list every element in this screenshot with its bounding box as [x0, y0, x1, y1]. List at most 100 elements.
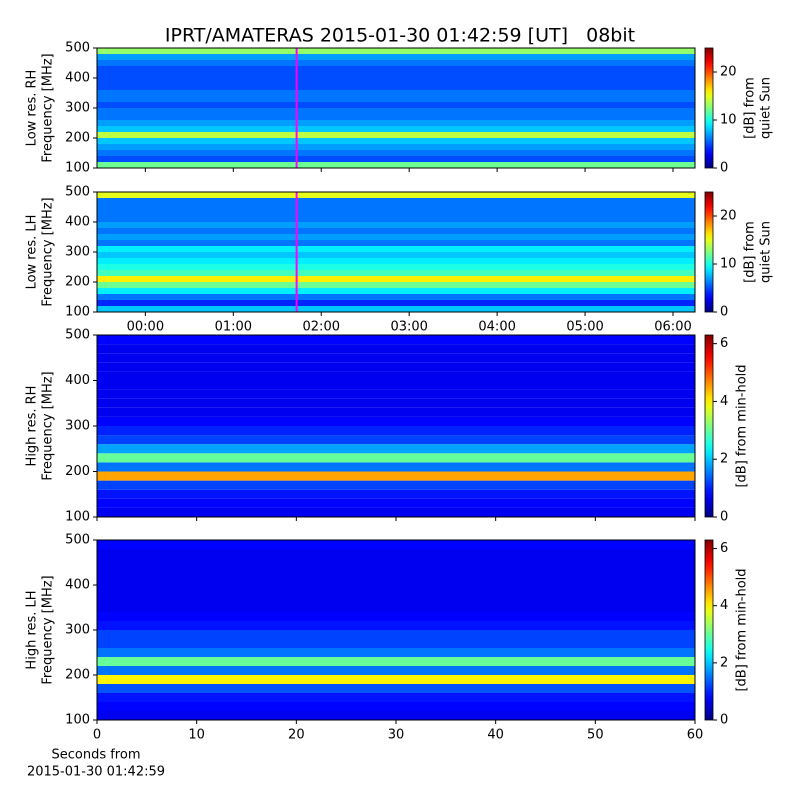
heatmap-cell [97, 96, 695, 102]
x-tick-label: 50 [587, 728, 604, 743]
heatmap-cell [97, 416, 695, 426]
colorbar-tick-label: 6 [720, 541, 728, 556]
colorbar-label: [dB] from min-hold [735, 568, 750, 691]
heatmap-cell [97, 102, 695, 108]
heatmap-cell [97, 294, 695, 300]
heatmap-cell [97, 435, 695, 445]
colorbar-tick-label: 6 [720, 336, 728, 351]
heatmap-cell [97, 630, 695, 639]
heatmap-cell [97, 684, 695, 693]
x-tick-label: 06:00 [654, 320, 691, 335]
y-tick-label: 400 [65, 215, 90, 230]
colorbar [704, 539, 714, 721]
colorbar [704, 334, 714, 518]
heatmap-cell [97, 252, 695, 258]
heatmap-cell [97, 114, 695, 120]
heatmap-cell [97, 216, 695, 222]
colorbar [704, 47, 714, 169]
y-tick-label: 100 [65, 713, 90, 728]
colorbar-tick-label: 0 [720, 161, 728, 176]
heatmap-cell [97, 594, 695, 603]
heatmap-cell [97, 132, 695, 138]
heatmap-cell [97, 480, 695, 490]
heatmap-cell [97, 144, 695, 150]
y-tick-label: 100 [65, 510, 90, 525]
y-axis-label: Frequency [MHz] [41, 197, 56, 306]
heatmap-cell [97, 240, 695, 246]
x-tick-label: 0 [93, 728, 101, 743]
y-axis-label: Low res. LH [25, 215, 40, 290]
heatmap-cell [97, 210, 695, 216]
heatmap-cell [97, 603, 695, 612]
heatmap-cell [97, 120, 695, 126]
colorbar [704, 191, 714, 313]
heatmap-cell [97, 471, 695, 481]
heatmap-cell [97, 335, 695, 345]
heatmap-cell [97, 234, 695, 240]
heatmap-cell [97, 362, 695, 372]
heatmap-cell [97, 585, 695, 594]
heatmap-cell [97, 639, 695, 648]
colorbar-tick-label: 10 [720, 113, 737, 128]
colorbar-label: quiet Sun [759, 221, 774, 283]
heatmap-cell [97, 657, 695, 666]
x-tick-label: 30 [388, 728, 405, 743]
heatmap-cell [97, 138, 695, 144]
y-tick-label: 300 [65, 245, 90, 260]
colorbar-tick-label: 0 [720, 713, 728, 728]
x-tick-label: 04:00 [478, 320, 515, 335]
heatmap-cell [97, 567, 695, 576]
heatmap-cell [97, 204, 695, 210]
y-tick-label: 300 [65, 101, 90, 116]
x-tick-label: 02:00 [303, 320, 340, 335]
y-axis-label: Frequency [MHz] [41, 53, 56, 162]
heatmap-cell [97, 222, 695, 228]
heatmap-cell [97, 276, 695, 282]
heatmap-cell [97, 156, 695, 162]
y-tick-label: 500 [65, 328, 90, 343]
heatmap-cell [97, 270, 695, 276]
x-axis-label: Seconds from [51, 748, 140, 763]
colorbar-tick-label: 2 [720, 452, 728, 467]
chart-title: IPRT/AMATERAS 2015-01-30 01:42:59 [UT] 0… [165, 25, 635, 47]
x-tick-label: 40 [487, 728, 504, 743]
heatmap-cell [97, 84, 695, 90]
x-tick-label: 03:00 [390, 320, 427, 335]
heatmap-cell [97, 258, 695, 264]
heatmap-cell [97, 306, 695, 312]
heatmap-cell [97, 162, 695, 168]
colorbar-tick-label: 20 [720, 65, 737, 80]
y-tick-label: 500 [65, 41, 90, 56]
y-axis-label: Frequency [MHz] [41, 575, 56, 684]
heatmap-cell [97, 558, 695, 567]
heatmap-cell [97, 462, 695, 472]
heatmap-cell [97, 371, 695, 381]
y-tick-label: 200 [65, 275, 90, 290]
heatmap-cell [97, 72, 695, 78]
y-tick-label: 400 [65, 373, 90, 388]
y-tick-label: 200 [65, 668, 90, 683]
heatmap-cell [97, 54, 695, 60]
heatmap-cell [97, 78, 695, 84]
colorbar-label: [dB] from min-hold [735, 364, 750, 487]
y-tick-label: 500 [65, 185, 90, 200]
heatmap-cell [97, 675, 695, 684]
heatmap-cell [97, 353, 695, 363]
heatmap-cell [97, 300, 695, 306]
y-tick-label: 200 [65, 464, 90, 479]
y-tick-label: 400 [65, 578, 90, 593]
heatmap-cell [97, 380, 695, 390]
heatmap-cell [97, 444, 695, 454]
colorbar-tick-label: 0 [720, 510, 728, 525]
y-tick-label: 400 [65, 71, 90, 86]
heatmap-cell [97, 489, 695, 499]
heatmap-cell [97, 398, 695, 408]
y-axis-label: High res. RH [25, 386, 40, 467]
heatmap-cell [97, 192, 695, 198]
heatmap-cell [97, 288, 695, 294]
heatmap-cell [97, 60, 695, 66]
heatmap-cell [97, 711, 695, 720]
heatmap-cell [97, 246, 695, 252]
colorbar-tick-label: 20 [720, 209, 737, 224]
x-tick-label: 20 [288, 728, 305, 743]
